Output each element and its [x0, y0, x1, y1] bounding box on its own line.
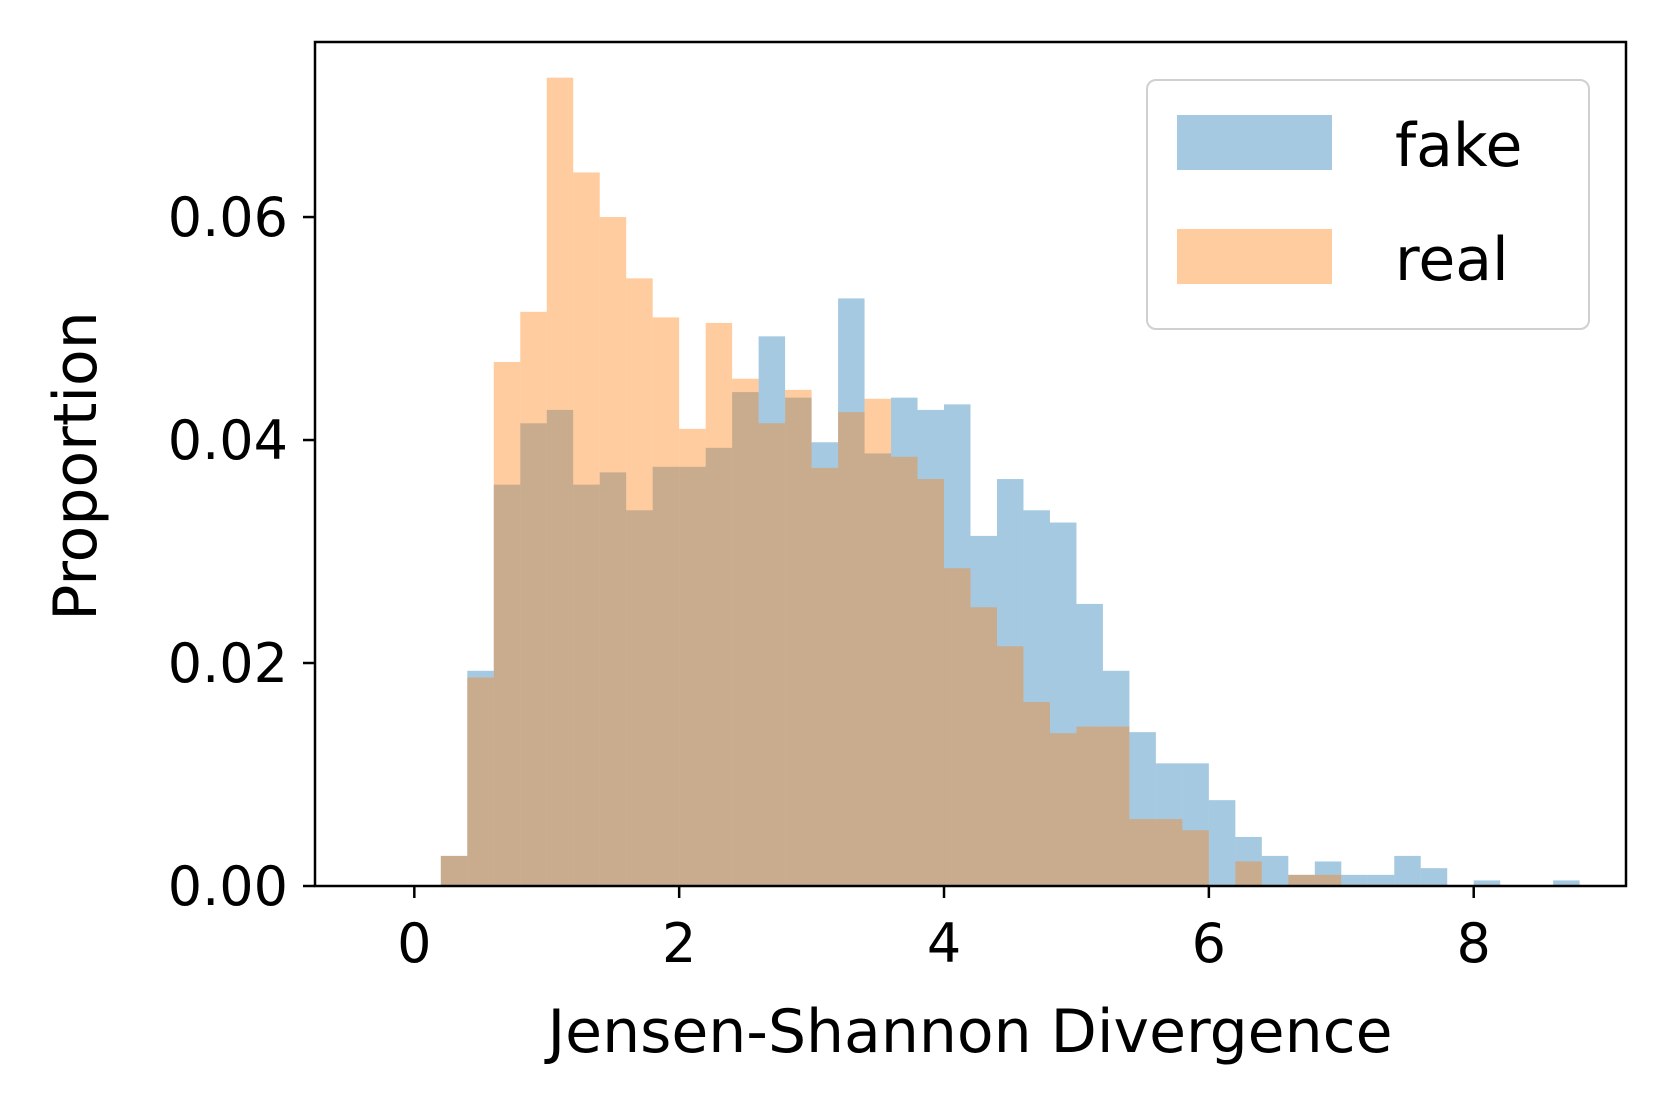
y-axis-ticks: 0.00 0.02 0.04 0.06 [168, 186, 315, 918]
fake-bar [1076, 603, 1103, 886]
fake-bar [917, 409, 945, 886]
real-bar [1235, 861, 1262, 886]
fake-bar [785, 397, 812, 886]
fake-series-bars [440, 298, 1580, 886]
fake-bar [520, 423, 547, 886]
fake-bar [758, 336, 786, 886]
fake-bar [626, 510, 653, 886]
fake-bar [1261, 855, 1289, 886]
fake-bar [652, 466, 680, 886]
real-bar [1288, 874, 1315, 886]
fake-bar [1553, 880, 1580, 886]
real-bar [520, 311, 547, 887]
plot-frame [313, 40, 1628, 888]
real-bar [1129, 819, 1156, 886]
fake-bar [1129, 732, 1156, 886]
real-bar [917, 479, 945, 886]
legend: fake real [1146, 79, 1590, 330]
real-bar [864, 398, 892, 886]
legend-swatch-fake [1177, 115, 1332, 170]
x-tick-label: 2 [662, 912, 696, 975]
x-axis-label: Jensen-Shannon Divergence [543, 997, 1392, 1067]
fake-bar [1182, 763, 1209, 886]
fake-bar [996, 479, 1024, 886]
fake-bar [1341, 874, 1368, 886]
fake-bar [944, 404, 971, 886]
fake-bar [1420, 868, 1448, 886]
fake-bar [679, 466, 706, 886]
fake-bar [573, 484, 600, 886]
fake-bar [732, 392, 759, 886]
legend-label-real: real [1395, 225, 1509, 295]
fake-bar [440, 855, 468, 886]
fake-bar [1023, 510, 1050, 886]
real-bar [838, 412, 865, 886]
fake-bar [1314, 861, 1342, 886]
real-series-bars [440, 77, 1342, 887]
real-bar [811, 467, 839, 886]
real-bar [1049, 733, 1077, 886]
y-tick-label: 0.06 [168, 186, 288, 249]
fake-bar [970, 535, 997, 886]
real-bar [546, 77, 574, 886]
real-bar [493, 361, 521, 887]
fake-bar [811, 442, 839, 886]
real-bar [679, 428, 706, 886]
fake-bar [1155, 763, 1183, 886]
real-bar [944, 568, 971, 886]
real-bar [1155, 819, 1183, 886]
real-bar [970, 607, 997, 886]
y-tick-label: 0.04 [168, 409, 288, 472]
real-bar [467, 677, 494, 886]
fake-bar [599, 472, 627, 886]
fake-bar [891, 397, 918, 886]
fake-bar [705, 447, 733, 886]
x-tick-label: 4 [927, 912, 961, 975]
legend-swatch-real [1177, 229, 1332, 284]
fake-bar [838, 298, 865, 886]
x-tick-label: 8 [1457, 912, 1491, 975]
fake-bar [467, 670, 494, 886]
fake-bar [493, 484, 521, 886]
real-bar [705, 322, 733, 887]
x-tick-label: 6 [1192, 912, 1226, 975]
legend-label-fake: fake [1395, 111, 1522, 181]
real-bar [1023, 702, 1050, 886]
y-axis-label: Proportion [41, 311, 111, 621]
real-bar [626, 278, 653, 886]
y-tick-label: 0.02 [168, 632, 288, 695]
fake-bar [1367, 874, 1395, 886]
fake-bar [1102, 670, 1130, 886]
real-bar [758, 423, 786, 886]
real-bar [1102, 726, 1130, 886]
real-bar [1076, 726, 1103, 886]
real-bar [785, 389, 812, 886]
fake-bar [546, 409, 574, 886]
x-axis-ticks: 0 2 4 6 8 [397, 886, 1491, 975]
real-bar [1182, 830, 1209, 886]
real-bar [891, 456, 918, 886]
fake-bar [1394, 855, 1421, 886]
fake-bar [864, 453, 892, 886]
real-bar [652, 317, 680, 886]
real-bar [732, 378, 759, 886]
fake-bar [1288, 874, 1315, 886]
real-bar [599, 217, 627, 887]
legend-frame [1146, 79, 1590, 330]
fake-bar [1208, 800, 1236, 886]
fake-bar [1235, 836, 1262, 886]
x-tick-label: 0 [397, 912, 431, 975]
real-bar [996, 646, 1024, 886]
y-tick-label: 0.00 [168, 855, 288, 918]
fake-bar [1049, 522, 1077, 886]
fake-bar [1473, 880, 1501, 886]
real-bar [440, 855, 468, 886]
real-bar [573, 172, 600, 886]
real-bar [1314, 874, 1342, 886]
